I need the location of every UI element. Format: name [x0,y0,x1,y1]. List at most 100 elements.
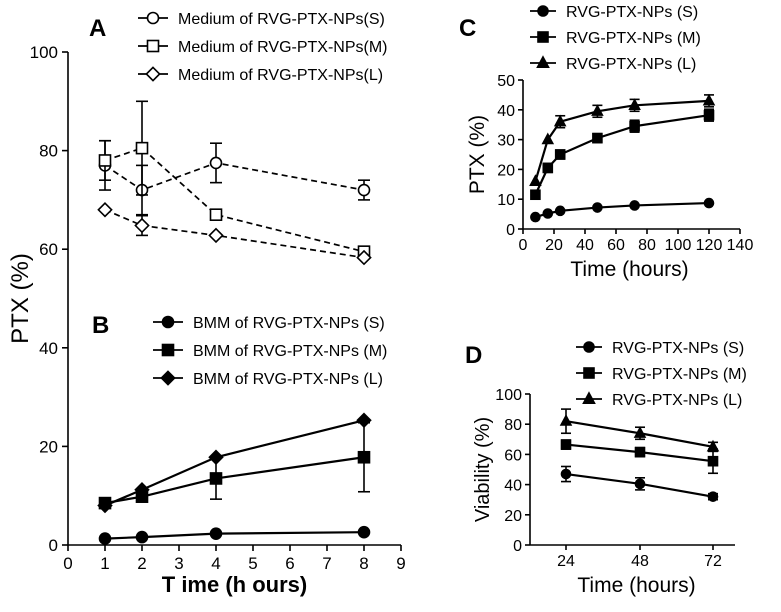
panel-a-series-2-point-1 [98,154,112,167]
panel-d-series-2-point-3 [707,455,719,467]
panel-c-x-tick-label: 100 [665,237,692,254]
panel-c-series-3-point-3 [553,114,567,127]
panel-c-series-3-point-6 [702,93,716,106]
panel-b-series-1-point-2 [135,530,149,544]
panel-b-series-3-point-3 [208,449,224,465]
panel-ab-x-tick-label: 3 [174,554,183,573]
panel-a-series-3-point-3 [208,227,224,244]
panel-d-y-tick-label: 100 [495,387,522,404]
panel-c-letter: C [459,15,476,42]
panel-ab-x-tick-label: 5 [248,554,257,573]
panel-c-y-axis-label: PTX (%) [466,115,489,194]
panel-b-series-1-point-1 [98,532,112,545]
panel-d-legend-marker-2 [583,367,595,379]
panel-ab-x-tick-label: 6 [285,554,294,573]
panel-c-series-2-point-5 [629,120,640,132]
panel-c-y-tick-label: 20 [497,162,515,179]
panel-c-y-tick-label: 0 [506,222,515,239]
panel-d-x-tick-label: 72 [704,553,722,570]
panel-c-series-2-point-6 [703,109,715,121]
panel-c-x-tick-label: 60 [607,237,625,254]
panel-d-series-1-point-2 [634,478,646,490]
panel-b-legend-marker-3 [160,370,176,386]
panel-b-series-1-point-3 [209,527,223,540]
panel-a-series-3-point-4 [356,249,372,266]
panel-d-legend-marker-3 [582,391,596,405]
panel-a-series-1-point-4 [357,183,371,197]
panel-b-legend-marker-2 [161,343,175,357]
panel-d-series-1-point-3 [707,491,719,502]
panel-c-legend-label-3: RVG-PTX-NPs (L) [566,56,696,73]
panel-c-legend-marker-2 [537,31,549,43]
panel-c-y-tick-label: 40 [497,103,515,120]
panel-c-series-1-point-1 [530,211,541,223]
panel-ab-x-tick-label: 4 [211,554,220,573]
panel-ab-x-axis-label: T ime (h ours) [162,572,307,597]
panel-d-series-1-point-1 [560,468,572,480]
panel-b-series-2-point-4 [357,450,371,464]
panel-d-letter: D [465,342,482,369]
panel-ab-x-tick-label: 2 [137,554,146,573]
panel-c-legend-marker-1 [537,5,549,17]
panel-ab-x-tick-label: 0 [63,554,72,573]
panel-b-series-2-line [104,456,365,505]
panel-d-series-2-point-2 [634,446,646,458]
panel-a-legend-label-2: Medium of RVG-PTX-NPs(M) [178,39,388,56]
panel-d-y-tick-label: 20 [504,508,522,525]
panel-b-series-1-point-4 [357,525,371,539]
panel-c-x-tick-label: 120 [696,237,723,254]
panel-c-x-axis-label: Time (hours) [570,258,688,281]
panel-a-series-1-line [104,162,365,191]
panel-a-series-2-line [104,147,365,253]
panel-a-legend-label-1: Medium of RVG-PTX-NPs(S) [178,11,385,28]
panel-c-y-tick-label: 50 [497,73,515,90]
panel-c-series-2-point-2 [542,162,554,174]
panel-ab-y-tick-label: 40 [39,339,58,358]
panel-c-series-2-point-4 [592,132,603,144]
panel-c-legend-label-2: RVG-PTX-NPs (M) [566,30,701,47]
panel-d-series-3-point-1 [559,414,573,426]
panel-c-series-3-point-1 [529,174,542,186]
panel-b-series-2-point-3 [209,472,223,485]
panel-d-x-tick-label: 48 [631,553,649,570]
panel-c-x-tick-label: 20 [545,237,563,254]
panel-b-legend-label-2: BMM of RVG-PTX-NPs (M) [193,343,387,360]
panel-b-series-1-line [104,531,365,540]
panel-c-series-3-line [534,99,710,182]
panel-d-legend-label-1: RVG-PTX-NPs (S) [612,340,744,357]
panel-a-legend-label-3: Medium of RVG-PTX-NPs(L) [178,67,383,84]
panel-a-letter: A [89,15,106,42]
panel-c-legend-label-1: RVG-PTX-NPs (S) [566,4,698,21]
panel-a-legend-marker-3 [145,66,161,82]
panel-d-y-tick-label: 40 [504,478,522,495]
panel-ab-x-tick-label: 7 [322,554,331,573]
panel-a-legend-marker-2 [146,39,160,53]
panel-a-legend-marker-1 [146,11,160,25]
panel-ab-y-tick-label: 80 [39,142,58,161]
panel-b-letter: B [92,312,109,339]
panel-d-x-tick-label: 24 [557,553,575,570]
panel-d-y-tick-label: 0 [513,538,522,555]
panel-b-series-3-point-4 [356,412,372,429]
panel-ab-x-tick-label: 9 [396,554,405,573]
panel-b-legend-marker-1 [161,315,175,329]
panel-b-legend-label-1: BMM of RVG-PTX-NPs (S) [193,315,385,332]
panel-a-series-3-point-1 [97,202,113,218]
panel-d-series-2-point-1 [560,439,572,450]
panel-c-series-3-point-4 [591,104,604,116]
panel-c-x-tick-label: 40 [576,237,594,254]
panel-c-series-1-point-5 [629,200,640,211]
panel-c-y-tick-label: 10 [497,192,515,209]
panel-b-series-3-line [104,419,365,507]
panel-a-series-1-point-3 [209,156,223,170]
panel-ab-y-tick-label: 100 [30,43,58,62]
panel-ab-y-tick-label: 20 [39,437,58,456]
panel-c-series-2-point-1 [530,189,541,201]
panel-d-x-axis-label: Time (hours) [577,574,695,597]
panel-d-legend-marker-1 [583,341,595,353]
panel-c-series-1-point-3 [554,205,566,217]
panel-b-legend-label-3: BMM of RVG-PTX-NPs (L) [193,371,383,388]
panel-ab-y-axis-label: PTX (%) [7,253,34,344]
panel-c-series-3-point-2 [541,132,555,145]
panel-a-series-3-line [104,208,365,259]
